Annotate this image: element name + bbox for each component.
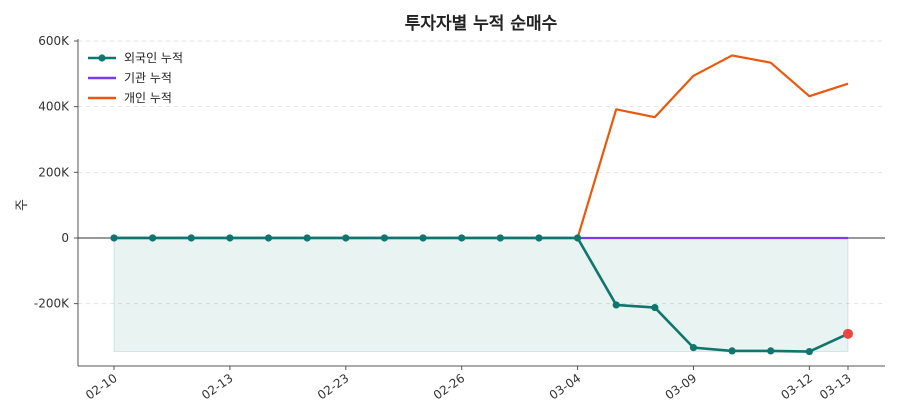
series-point xyxy=(573,234,582,242)
series-point xyxy=(767,347,775,355)
grid-lines xyxy=(78,40,885,305)
y-tick-label: 400K xyxy=(38,100,70,114)
series-point xyxy=(496,234,504,242)
series-point xyxy=(535,234,543,242)
x-tick-label: 03-04 xyxy=(547,371,584,402)
legend-marker xyxy=(98,54,106,62)
series-point xyxy=(187,234,195,242)
x-tick-label: 02-13 xyxy=(199,371,236,402)
x-tick-labels: 02-10 02-13 02-23 02-26 03-04 03-09 03-12 03-13 xyxy=(83,371,854,402)
legend-label: 기관 누적 xyxy=(124,71,172,85)
series-point xyxy=(728,347,736,355)
y-tick-label: 200K xyxy=(38,165,70,179)
series-point xyxy=(689,344,698,352)
series-area-fill xyxy=(113,237,849,353)
x-tick-label: 03-12 xyxy=(778,371,815,402)
y-tick-labels: -200K 0 200K 400K 600K xyxy=(34,34,70,311)
series-point xyxy=(458,234,466,242)
series-point xyxy=(110,234,118,242)
series-point xyxy=(651,303,659,312)
x-tick-label: 02-26 xyxy=(431,371,468,402)
series-point xyxy=(612,301,620,309)
series-point xyxy=(264,234,273,242)
series-point xyxy=(226,234,234,242)
x-tick-label: 02-23 xyxy=(315,371,352,402)
y-tick-label: -200K xyxy=(34,297,70,311)
series-point xyxy=(380,234,389,242)
chart-title: 투자자별 누적 순매수 xyxy=(405,14,558,34)
area-fill-layer xyxy=(113,237,849,353)
series-point xyxy=(419,234,427,242)
series-point xyxy=(805,347,813,356)
y-tick-label: 600K xyxy=(38,34,70,48)
highlight-point xyxy=(843,328,853,339)
y-axis-title: 주 xyxy=(15,199,30,211)
x-tick-label: 03-13 xyxy=(817,371,854,402)
y-tick-label: 0 xyxy=(61,231,69,245)
x-tick-label: 02-10 xyxy=(83,371,120,402)
x-tick-label: 03-09 xyxy=(663,371,700,402)
series-line-0 xyxy=(114,236,849,353)
series-layer xyxy=(110,54,853,356)
series-point xyxy=(342,234,350,242)
legend-label: 개인 누적 xyxy=(124,91,172,105)
series-line-2 xyxy=(576,54,849,239)
series-point xyxy=(149,234,157,242)
legend-label: 외국인 누적 xyxy=(124,51,183,65)
series-point xyxy=(303,234,311,242)
